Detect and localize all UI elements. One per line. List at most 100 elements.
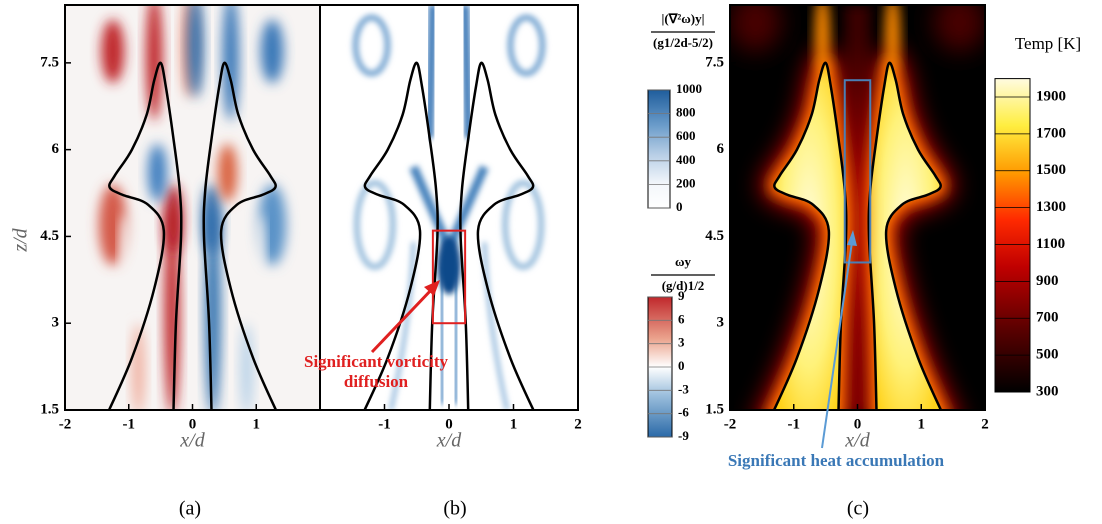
- colorbar-tick-label: 1900: [1036, 88, 1066, 104]
- colorbar-label: (g/d)1/2: [662, 278, 705, 293]
- colorbar-label: (g1/2d-5/2): [653, 35, 713, 50]
- field-band: [482, 242, 510, 410]
- field-band: [409, 165, 454, 250]
- colorbar-tick-label: 700: [1036, 310, 1059, 326]
- field-blob: [145, 5, 163, 121]
- field-blob: [98, 184, 127, 266]
- field-core: [774, 62, 847, 410]
- colorbar-tick-label: 600: [676, 128, 696, 143]
- flame-contour: [107, 61, 183, 410]
- x-axis-label: x/d: [844, 430, 870, 452]
- y-axis-label: z/d: [10, 227, 32, 252]
- flame-contour: [459, 61, 535, 410]
- colorbar-tick-label: 0: [676, 199, 683, 214]
- arrow-head: [424, 280, 440, 296]
- colorbar: [647, 89, 671, 209]
- x-tick-label: -1: [378, 416, 391, 432]
- field-blob: [730, 5, 781, 52]
- colorbar-tick-label: 800: [676, 105, 696, 120]
- colorbar-tick-label: 0: [678, 358, 685, 373]
- field-arc: [502, 179, 545, 270]
- x-tick-label: 1: [510, 416, 518, 432]
- flame-contour: [363, 61, 439, 410]
- flame-contour: [867, 61, 943, 410]
- field-blob: [188, 5, 204, 98]
- overlays: -2 -1 0 1 1.5 3 4.5 6 7.5 x/d z/d (a) -1 0 1 2 x/d (b) Sig…: [10, 4, 1081, 520]
- field-blob: [240, 323, 254, 410]
- field-band: [444, 165, 489, 250]
- colorbar-label: ωy: [675, 254, 692, 269]
- field-blob: [884, 5, 901, 75]
- x-tick-label: 0: [854, 416, 862, 432]
- colorbar-tick-label: 1000: [676, 81, 702, 96]
- x-tick-label: -2: [724, 416, 737, 432]
- field-band: [425, 5, 437, 139]
- colorbar-tick-label: 500: [1036, 347, 1059, 363]
- panel-caption: (b): [443, 498, 466, 520]
- y-tick-label: 3: [52, 315, 60, 331]
- field-core: [868, 62, 941, 410]
- field-blob: [131, 323, 145, 410]
- colorbar-tick-label: 6: [678, 311, 685, 326]
- colorbar-tick-label: 3: [678, 335, 685, 350]
- field-blob: [254, 213, 265, 272]
- field-blob: [120, 213, 131, 272]
- colorbar-tick-label: -6: [678, 405, 689, 420]
- x-axis-label: x/d: [179, 430, 205, 452]
- colorbar-tick-label: -9: [678, 428, 689, 443]
- y-tick-label: 7.5: [40, 54, 59, 70]
- field-blob: [934, 5, 985, 52]
- field-band: [461, 5, 473, 139]
- colorbar-tick-label: -3: [678, 381, 689, 396]
- y-tick-label: 4.5: [705, 228, 724, 244]
- panel-caption: (c): [847, 498, 869, 520]
- y-tick-label: 6: [717, 141, 725, 157]
- fields: [65, 5, 985, 410]
- field-blob: [163, 184, 183, 254]
- annotation: Significant vorticity: [304, 352, 449, 371]
- field-blob: [260, 19, 284, 84]
- colorbar-tick-label: 200: [676, 175, 696, 190]
- y-tick-label: 7.5: [705, 54, 724, 70]
- annotation: diffusion: [344, 372, 409, 391]
- y-tick-label: 6: [52, 141, 60, 157]
- colorbar-label: |(∇²ω)y|: [662, 11, 705, 26]
- x-tick-label: 2: [574, 416, 582, 432]
- panel-caption: (a): [179, 498, 201, 520]
- y-tick-label: 3: [717, 315, 725, 331]
- colorbar-tick-label: 400: [676, 152, 696, 167]
- arrow-head: [847, 230, 857, 246]
- x-tick-label: 1: [253, 416, 261, 432]
- field-arc: [507, 14, 546, 77]
- x-tick-label: -2: [59, 416, 72, 432]
- panel-field: [320, 5, 578, 410]
- panel-field: [730, 5, 985, 410]
- field-blob: [258, 184, 287, 266]
- y-tick-label: 1.5: [705, 401, 724, 417]
- field-blob: [814, 5, 831, 75]
- highlight-box: [431, 229, 467, 325]
- field-arc: [353, 179, 396, 270]
- x-tick-label: 1: [918, 416, 926, 432]
- field-blob: [202, 184, 222, 254]
- x-axis-label: x/d: [436, 430, 462, 452]
- colorbar-tick-label: 300: [1036, 383, 1059, 399]
- x-tick-label: -1: [123, 416, 136, 432]
- field-band: [438, 265, 446, 405]
- x-tick-label: 2: [981, 416, 989, 432]
- arrow: [370, 286, 435, 354]
- colorbar-tick-label: 9: [678, 288, 685, 303]
- colorbar-tick-label: 900: [1036, 273, 1059, 289]
- field-blob: [218, 143, 238, 202]
- field-band: [452, 265, 460, 405]
- highlight-box: [843, 79, 872, 264]
- colorbar-tick-label: 1500: [1036, 162, 1066, 178]
- annotation: Significant heat accumulation: [728, 451, 945, 470]
- x-tick-label: 0: [445, 416, 453, 432]
- x-tick-label: 0: [189, 416, 197, 432]
- field-blob: [147, 143, 167, 202]
- panel-field: [65, 5, 320, 410]
- colorbar-tick-label: 1100: [1036, 236, 1065, 252]
- colorbar-label: Temp [K]: [1015, 34, 1081, 53]
- y-tick-label: 4.5: [40, 228, 59, 244]
